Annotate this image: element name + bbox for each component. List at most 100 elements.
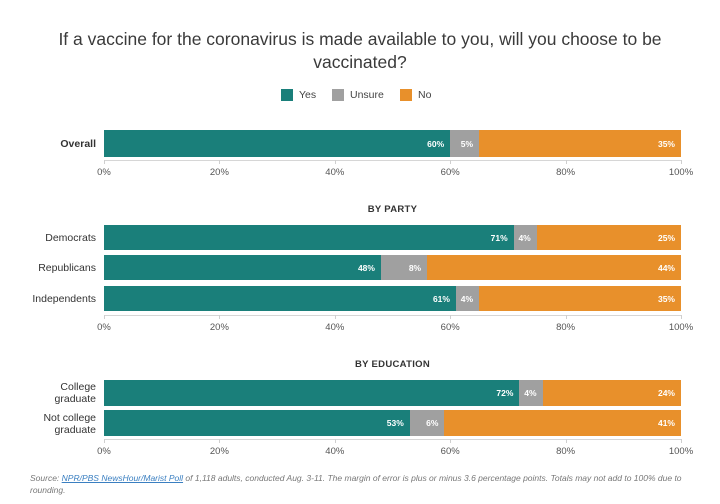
bar-segment-no: 24% [542,380,681,406]
axis-tick-label: 20% [209,322,229,333]
row-label-not-college-text: Not college graduate [43,412,96,436]
axis-line [104,160,681,161]
bar-value-label: 4% [518,232,531,243]
bar-segment-no: 35% [479,286,681,311]
axis-tick [104,160,105,164]
axis-tick [450,160,452,164]
x-axis-education: 0% 20% 40% 60% 80% 100% [97,439,693,457]
source-link[interactable]: NPR/PBS NewsHour/Marist Poll [61,473,184,483]
axis-tick-label: 100% [668,322,694,333]
x-axis-party: 0% 20% 40% 60% 80% 100% [97,315,693,333]
bar-segment-unsure: 4% [519,380,543,406]
bar-segment-yes: 61% [104,286,456,311]
bar-value-label: 53% [386,418,404,428]
bar-democrats: 71% 4% 25% [104,225,681,250]
legend-item-no: No [400,89,431,101]
axis-tick [334,160,336,164]
axis-tick [450,315,452,319]
row-label-independents: Independents [32,293,96,305]
row-label-college: College graduate [0,381,96,405]
axis-tick [104,439,105,443]
legend-label-unsure: Unsure [350,89,384,101]
bar-segment-yes: 72% [104,380,520,406]
bar-value-label: 41% [657,418,675,428]
source-prefix: Source: [30,473,62,483]
legend-swatch-unsure [332,89,344,101]
bar-segment-yes: 71% [104,225,514,250]
axis-tick-label: 20% [209,167,229,178]
axis-tick [565,315,567,319]
legend-swatch-yes [281,89,293,101]
bar-value-label: 5% [460,138,474,149]
legend-label-yes: Yes [299,89,317,101]
row-label-not-college: Not college graduate [0,412,96,436]
axis-tick [681,315,682,319]
bar-segment-yes: 48% [104,255,381,280]
row-label-college-text: College graduate [54,381,96,405]
axis-line [104,315,681,316]
bar-segment-no: 44% [427,255,681,280]
bar-value-label: 25% [657,232,675,243]
bar-segment-yes: 53% [104,410,410,436]
bar-not-college-graduate: 53% 6% 41% [104,410,681,436]
bar-republicans: 48% 8% 44% [104,255,681,280]
bar-segment-unsure: 8% [380,255,428,280]
axis-tick-label: 40% [325,446,345,457]
section-title-party: BY PARTY [367,204,418,215]
row-label-democrats: Democrats [45,232,96,244]
chart-title: If a vaccine for the coronavirus is made… [58,29,662,72]
bar-value-label: 48% [357,262,375,273]
axis-tick-label: 40% [325,167,345,178]
bar-value-label: 44% [657,262,675,273]
axis-tick-label: 100% [668,167,694,178]
source-note: Source: NPR/PBS NewsHour/Marist Poll of … [30,472,690,496]
axis-tick [565,160,567,164]
row-label-overall: Overall [60,138,96,150]
bar-value-label: 71% [490,232,508,243]
bar-segment-no: 25% [536,225,681,250]
legend: Yes Unsure No [0,89,720,103]
axis-tick [681,160,682,164]
axis-tick-label: 0% [97,446,111,457]
bar-independents: 61% 4% 35% [104,286,681,311]
axis-tick-label: 60% [440,446,460,457]
axis-tick [334,315,336,319]
x-axis-overall: 0% 20% 40% 60% 80% 100% [97,160,693,178]
bar-college-graduate: 72% 4% 24% [104,380,681,406]
axis-tick [104,315,105,319]
axis-tick-label: 80% [556,446,576,457]
axis-tick-label: 60% [440,322,460,333]
legend-swatch-no [400,89,412,101]
axis-tick [681,439,682,443]
axis-tick [219,160,221,164]
bar-segment-unsure: 5% [450,130,480,157]
axis-tick [334,439,336,443]
bar-value-label: 35% [657,138,675,149]
axis-tick-label: 20% [209,446,229,457]
axis-line [104,439,681,440]
bar-segment-no: 35% [479,130,681,157]
legend-label-no: No [418,89,432,101]
axis-tick [565,439,567,443]
axis-tick-label: 60% [440,167,460,178]
axis-tick-label: 80% [556,322,576,333]
axis-tick-label: 100% [668,446,694,457]
bar-value-label: 72% [496,388,514,398]
bar-value-label: 4% [524,388,537,398]
source-rest: of 1,118 adults, conducted Aug. 3-11. Th… [30,473,682,495]
bar-value-label: 8% [408,262,422,273]
axis-tick [450,439,452,443]
bar-segment-unsure: 4% [455,286,480,311]
bar-value-label: 4% [460,293,474,304]
bar-value-label: 24% [657,388,675,398]
legend-item-unsure: Unsure [332,89,384,101]
bar-segment-no: 41% [444,410,681,436]
bar-overall: 60% 5% 35% [104,130,681,157]
bar-segment-yes: 60% [104,130,451,157]
bar-value-label: 35% [657,293,675,304]
legend-item-yes: Yes [281,89,316,101]
axis-tick-label: 80% [556,167,576,178]
bar-value-label: 61% [432,293,450,304]
axis-tick-label: 0% [97,167,111,178]
axis-tick [219,315,221,319]
